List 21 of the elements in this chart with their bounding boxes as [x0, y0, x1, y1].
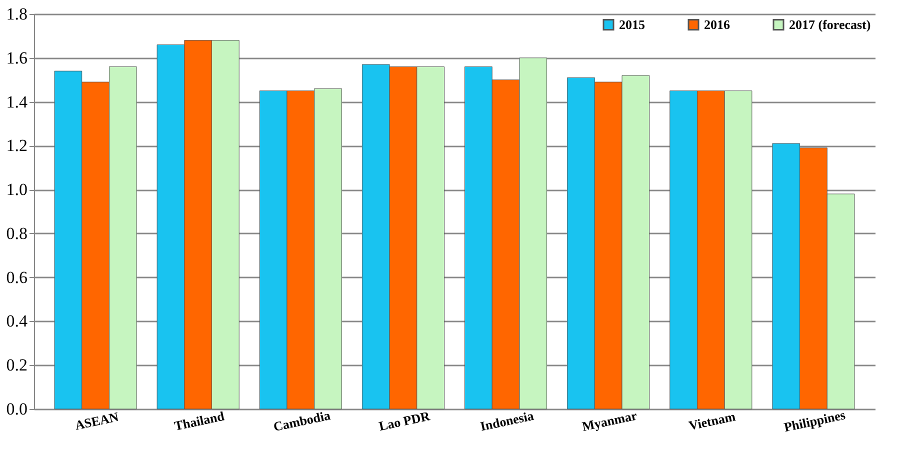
x-tick-label: ASEAN: [74, 408, 120, 433]
x-tick-label: Myanmar: [580, 408, 638, 434]
y-tick-label: 1.8: [6, 4, 28, 24]
x-tick-label: Thailand: [172, 408, 226, 434]
x-tick-label: Lao PDR: [378, 408, 432, 434]
y-tick-label: 1.6: [6, 48, 28, 68]
x-tick-label: Philippines: [782, 407, 847, 435]
y-tick-label: 1.4: [6, 92, 28, 112]
legend-label: 2015: [619, 16, 646, 32]
y-tick-label: 0.2: [6, 356, 28, 375]
x-tick-label: Indonesia: [478, 408, 536, 434]
y-tick-label: 0.4: [6, 312, 28, 331]
x-tick-label: Cambodia: [272, 407, 332, 434]
x-tick-label: Vietnam: [687, 408, 737, 434]
y-tick-label: 1.2: [6, 136, 28, 156]
y-tick-label: 0.8: [6, 224, 28, 243]
legend-label: 2016: [704, 16, 730, 32]
legend-label: 2017 (forecast): [789, 16, 871, 32]
y-tick-label: 0.6: [6, 268, 28, 287]
y-tick-label: 0.0: [6, 400, 28, 418]
y-tick-label: 1.0: [6, 180, 28, 200]
